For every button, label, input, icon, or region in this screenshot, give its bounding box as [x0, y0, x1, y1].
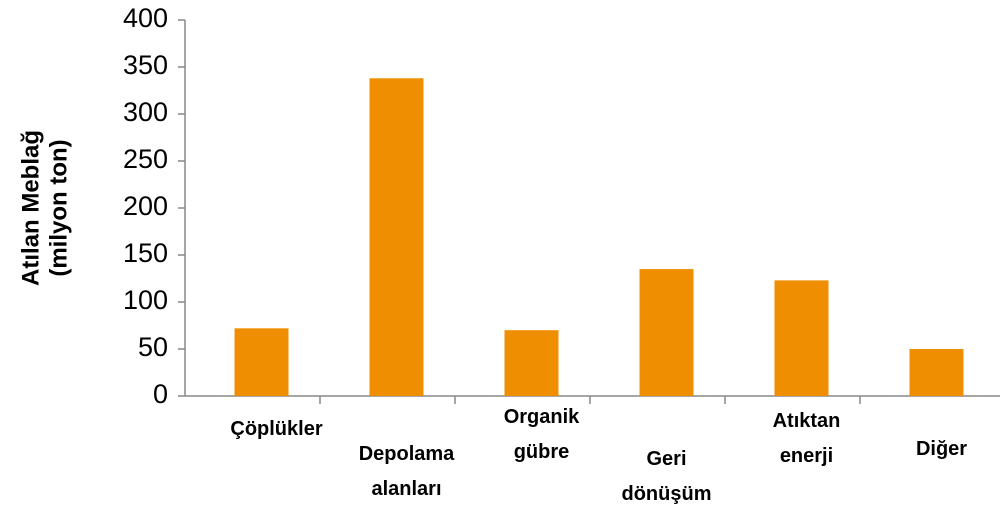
bar [639, 269, 694, 396]
y-tick-label: 50 [138, 332, 168, 362]
y-tick-label: 250 [123, 144, 168, 174]
x-tick-label: Organik gübre [504, 406, 580, 463]
y-tick-label: 100 [123, 285, 168, 315]
x-tick-label: Çöplükler [230, 418, 322, 440]
y-tick-label: 150 [123, 238, 168, 268]
bar [234, 328, 289, 396]
y-tick-label: 300 [123, 97, 168, 127]
y-tick-label: 0 [153, 379, 168, 409]
x-tick-label: Depolama alanları [359, 443, 455, 500]
x-tick-label: Geri dönüşüm [622, 448, 712, 505]
x-tick-label: Diğer [916, 438, 967, 460]
y-axis-title: Atılan Meblağ (milyon ton) [17, 130, 72, 286]
y-tick-label: 350 [123, 50, 168, 80]
bar [774, 280, 829, 396]
bar [369, 78, 424, 396]
y-tick-label: 400 [123, 3, 168, 33]
x-tick-label: Atıktan enerji [773, 410, 841, 467]
bar [504, 330, 559, 396]
bar [909, 349, 964, 396]
y-axis-title-line: Atılan Meblağ [17, 130, 44, 286]
y-axis-title-line: (milyon ton) [45, 139, 72, 276]
y-tick-label: 200 [123, 191, 168, 221]
